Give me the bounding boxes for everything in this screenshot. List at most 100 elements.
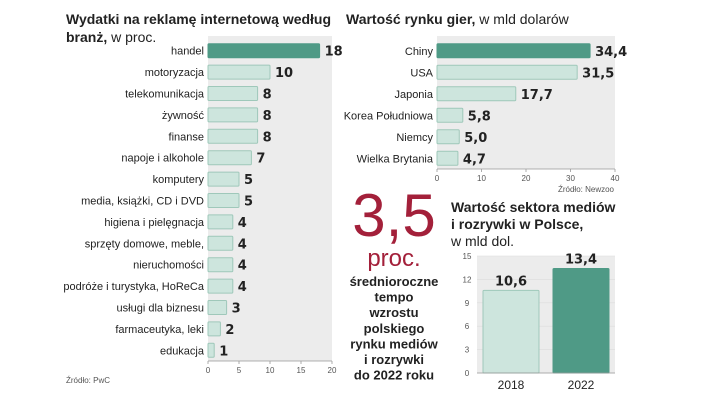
callout-line: polskiego [364, 321, 425, 336]
chart1-category-label: nieruchomości [133, 260, 204, 272]
chart1-bar [207, 150, 252, 166]
chart1-bar [207, 86, 259, 101]
chart1-value-label: 8 [263, 130, 272, 145]
chart2-category-label: Wielka Brytania [357, 153, 434, 165]
chart2-value-label: 17,7 [521, 88, 553, 103]
chart1-category-label: media, książki, CD i DVD [81, 196, 204, 208]
chart1-value-label: 3 [232, 302, 241, 317]
chart2-tick-label: 0 [435, 174, 440, 183]
chart1-title-unit: w proc. [107, 29, 156, 45]
chart2-category-label: USA [410, 67, 433, 79]
chart2-category-label: Japonia [394, 89, 433, 101]
callout-line: do 2022 roku [354, 368, 434, 383]
chart1-bar [207, 342, 215, 358]
chart1-category-label: sprzęty domowe, meble, [85, 238, 204, 250]
chart1-title-line2: branż, w proc. [66, 29, 156, 45]
chart3-category-label: 2018 [498, 378, 525, 392]
chart2-category-label: Chiny [405, 46, 434, 58]
chart2-category-label: Korea Południowa [344, 110, 434, 122]
chart1-value-label: 7 [256, 152, 265, 167]
chart1-bar [207, 171, 240, 187]
chart1-value-label: 4 [238, 237, 247, 252]
games-market-chart: Chiny 34,4 USA 31,5 Japonia 17,7 Korea Południ… [344, 36, 627, 183]
media-sector-chart: 0 3 6 9 12 15 10,6 2018 13,4 2022 [463, 252, 615, 392]
chart2-tick-label: 10 [477, 174, 486, 183]
chart2-bar [436, 64, 578, 80]
callout-line: i rozrywki [364, 352, 424, 367]
chart3-title-line2: i rozrywki w Polsce, [451, 216, 583, 232]
chart1-value-label: 4 [238, 280, 247, 295]
chart2-title-bold: Wartość rynku gier, [346, 11, 475, 27]
chart1-category-label: komputery [153, 174, 205, 186]
chart1-bar [207, 43, 321, 59]
chart1-category-label: żywność [162, 110, 205, 122]
chart1-value-label: 4 [238, 259, 247, 274]
chart1-tick-label: 0 [206, 366, 211, 375]
chart1-category-label: telekomunikacja [125, 89, 205, 101]
chart1-value-label: 18 [325, 45, 343, 60]
chart1-category-label: edukacja [160, 345, 205, 357]
chart3-tick-label: 12 [463, 275, 472, 284]
chart2-title-unit: w mld dolarów [475, 11, 569, 27]
chart1-bar [207, 64, 271, 80]
chart1-bar [207, 107, 259, 123]
callout-value: 3,5 [352, 182, 435, 249]
chart3-tick-label: 0 [465, 369, 470, 378]
chart1-bar [207, 193, 240, 208]
chart1-tick-label: 5 [237, 366, 242, 375]
chart1-value-label: 8 [263, 109, 272, 124]
chart1-bar [207, 214, 234, 230]
chart1-category-label: podróże i turystyka, HoReCa [63, 281, 204, 293]
chart1-value-label: 1 [219, 344, 228, 359]
chart1-title-bold: branż, [66, 29, 107, 45]
chart2-tick-label: 20 [522, 174, 531, 183]
chart1-value-label: 10 [275, 66, 293, 81]
callout-line: średnioroczne [350, 274, 439, 289]
chart2-value-label: 31,5 [582, 66, 614, 81]
chart2-value-label: 34,4 [595, 45, 627, 60]
callout-unit: proc. [367, 245, 420, 272]
chart1-value-label: 4 [238, 216, 247, 231]
chart3-category-label: 2022 [568, 378, 595, 392]
chart1-tick-label: 10 [266, 366, 275, 375]
callout-line: wzrostu [368, 305, 418, 320]
callout-line: rynku mediów [350, 336, 438, 351]
chart2-bar [436, 107, 464, 123]
chart2-title: Wartość rynku gier, w mld dolarów [346, 11, 570, 27]
chart3-value-label: 10,6 [495, 274, 527, 289]
chart1-category-label: napoje i alkohole [121, 153, 204, 165]
chart3-value-label: 13,4 [565, 252, 597, 267]
chart1-bar [207, 257, 234, 273]
chart2-value-label: 4,7 [463, 152, 486, 167]
chart2-source: Źródło: Newzoo [558, 185, 615, 194]
chart2-bar [436, 129, 460, 145]
chart3-title-line3: w mld dol. [450, 233, 514, 249]
chart1-tick-label: 20 [328, 366, 337, 375]
chart2-value-label: 5,8 [468, 109, 491, 124]
chart1-value-label: 2 [225, 323, 234, 338]
chart1-bar [207, 128, 259, 144]
chart1-value-label: 8 [263, 88, 272, 103]
chart3-title-line1: Wartość sektora mediów [451, 199, 616, 215]
chart1-category-label: handel [171, 46, 204, 58]
callout-line: tempo [375, 290, 414, 305]
chart3-tick-label: 3 [465, 346, 470, 355]
chart2-value-label: 5,0 [464, 131, 487, 146]
chart1-bar [207, 235, 234, 251]
chart1-bar [207, 278, 234, 294]
chart1-category-label: farmaceutyka, leki [115, 324, 204, 336]
chart3-bar [482, 289, 540, 374]
chart1-category-label: finanse [169, 131, 204, 143]
chart3-bar [552, 267, 610, 374]
chart2-bar [436, 150, 459, 166]
chart1-source: Źródło: PwC [66, 376, 110, 385]
chart1-category-label: motoryzacja [145, 67, 205, 79]
chart3-tick-label: 6 [465, 322, 470, 331]
chart1-value-label: 5 [244, 173, 253, 188]
chart1-tick-label: 15 [297, 366, 306, 375]
chart1-bar [207, 300, 228, 315]
chart2-tick-label: 30 [566, 174, 575, 183]
chart1-bar [207, 321, 221, 337]
